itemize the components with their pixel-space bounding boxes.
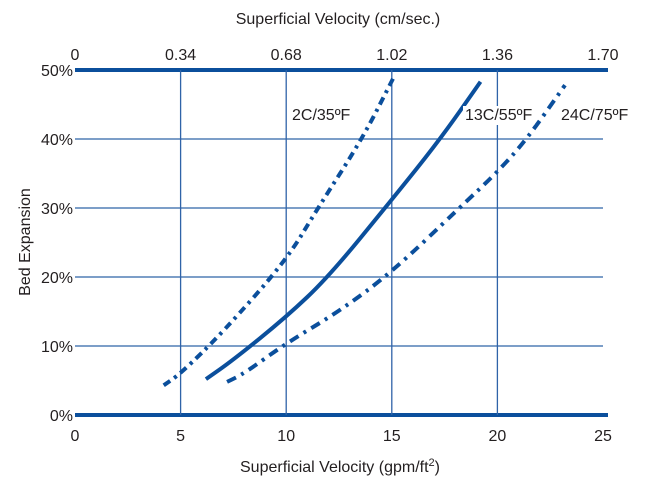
x-axis-title-end: )	[435, 459, 440, 476]
series-label-bg	[463, 106, 535, 125]
ticks: 0%10%20%30%40%50%0050.34100.68151.02201.…	[41, 47, 619, 445]
x-tick-label: 5	[176, 428, 185, 445]
x2-tick-label: 1.70	[587, 47, 618, 64]
series-lines	[162, 75, 567, 387]
x-axis-title-main: Superficial Velocity (gpm/ft	[240, 459, 429, 476]
series-line-3	[226, 84, 567, 384]
x2-tick-label: 0	[71, 47, 80, 64]
series-line-1	[162, 75, 396, 387]
x-tick-label: 0	[71, 428, 80, 445]
series-label: 24C/75ºF	[561, 107, 628, 124]
y-tick-label: 0%	[50, 408, 73, 425]
x-tick-label: 10	[277, 428, 295, 445]
grid	[75, 68, 608, 417]
x2-tick-label: 1.02	[376, 47, 407, 64]
x2-tick-label: 0.68	[271, 47, 302, 64]
series-line-2	[204, 80, 483, 381]
x2-tick-label: 0.34	[165, 47, 196, 64]
y-axis-title: Bed Expansion	[17, 188, 34, 296]
x2-tick-label: 1.36	[482, 47, 513, 64]
x-tick-label: 20	[489, 428, 507, 445]
x-axis-title-sup: 2	[429, 457, 435, 469]
x-tick-label: 15	[383, 428, 401, 445]
y-tick-label: 30%	[41, 201, 73, 218]
x-axis-title: Superficial Velocity (gpm/ft2)	[240, 457, 440, 476]
y-tick-label: 10%	[41, 339, 73, 356]
series-label: 2C/35ºF	[292, 107, 351, 124]
x-tick-label: 25	[594, 428, 612, 445]
series-labels: 2C/35ºF 13C/55ºF 24C/75ºF	[290, 106, 631, 125]
y-tick-label: 20%	[41, 270, 73, 287]
series-label-bg	[290, 106, 353, 125]
y-tick-label: 50%	[41, 63, 73, 80]
y-tick-label: 40%	[41, 132, 73, 149]
series-label-bg	[559, 106, 631, 125]
series-label: 13C/55ºF	[465, 107, 532, 124]
x2-axis-title: Superficial Velocity (cm/sec.)	[236, 11, 441, 28]
